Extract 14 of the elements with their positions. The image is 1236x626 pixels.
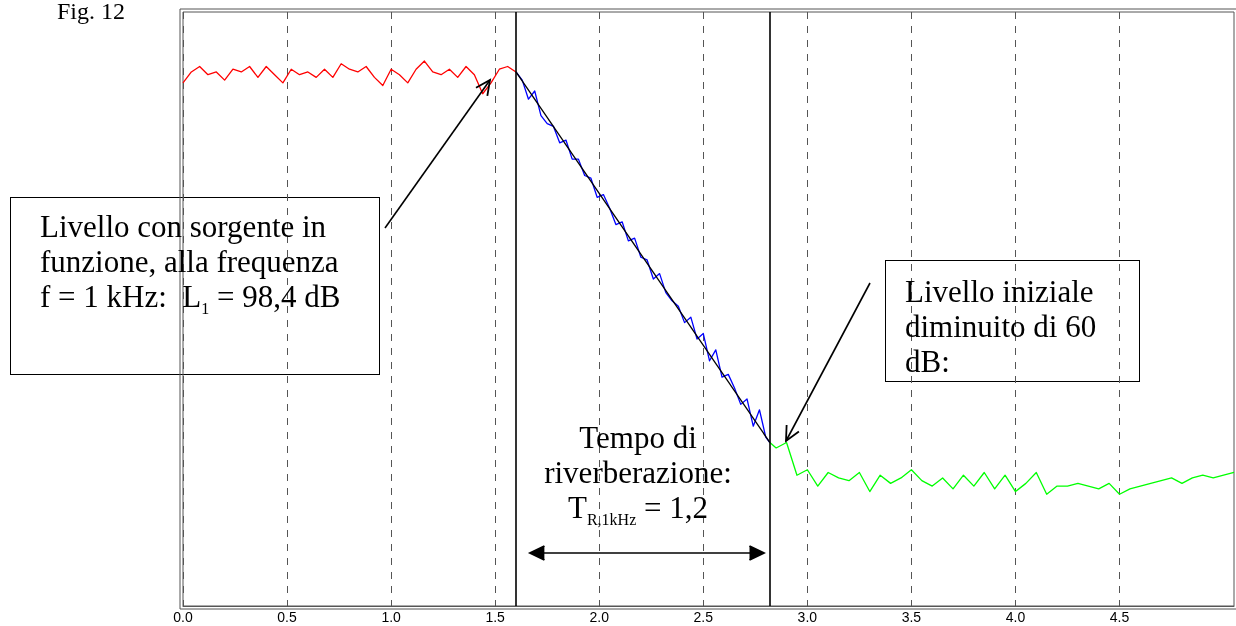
x-tick-label: 2.0 bbox=[589, 609, 610, 625]
x-tick-label: 1.0 bbox=[381, 609, 402, 625]
x-tick-label: 3.5 bbox=[901, 609, 922, 625]
x-tick-label: 3.0 bbox=[797, 609, 818, 625]
x-tick-label: 2.5 bbox=[693, 609, 714, 625]
annotation: Tempo di riverberazione: T$_{R,1kHz}$ = 1,2 bbox=[544, 420, 733, 529]
x-tick-label: 4.0 bbox=[1005, 609, 1026, 625]
chart-title: Fig. 12 bbox=[57, 0, 126, 24]
x-tick-label: 0.5 bbox=[277, 609, 297, 625]
x-tick-label: 0.0 bbox=[173, 609, 193, 625]
annotation: Livello iniziale diminuito di 60 dB: bbox=[905, 274, 1098, 379]
annotation: Livello con sorgente in funzione, alla frequenza f = 1 kHz: L$_{1}$ = 98,4 dB bbox=[40, 209, 342, 318]
x-tick-label: 4.5 bbox=[1109, 609, 1130, 625]
x-tick-label: 1.5 bbox=[485, 609, 506, 625]
